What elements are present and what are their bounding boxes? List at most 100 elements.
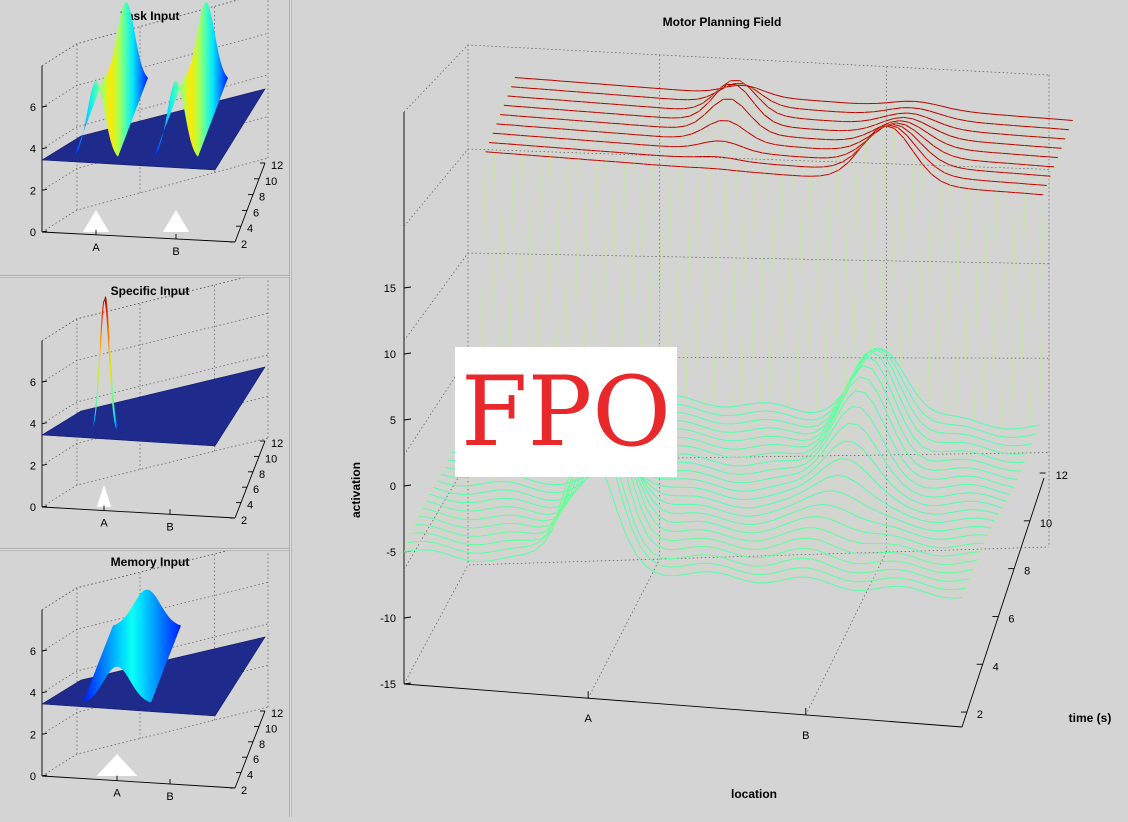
y-tick-label: 10	[265, 453, 277, 465]
x-tick-label: A	[584, 713, 592, 725]
mesh-col	[682, 98, 795, 575]
panel-divider	[0, 548, 290, 551]
xlabel: location	[731, 787, 777, 801]
grid-line	[403, 44, 1050, 113]
grid-line	[41, 540, 269, 611]
mesh-col	[747, 103, 860, 582]
z-tick-label: 0	[30, 227, 36, 239]
surface-plane	[41, 366, 266, 447]
z-tick-mark	[41, 147, 48, 150]
y-tick-label: 2	[241, 785, 247, 797]
x-tick-label: B	[802, 730, 809, 742]
y-tick-label: 4	[247, 223, 253, 235]
y-tick-label: 6	[253, 754, 259, 766]
surface-peak	[74, 1, 148, 157]
grid-line	[41, 581, 269, 652]
mesh-col	[673, 97, 785, 576]
z-tick-label: 6	[30, 646, 36, 658]
z-tick-mark	[403, 682, 412, 685]
z-tick-label: -5	[386, 547, 396, 559]
motor-planning-chart: Motor Planning Field activation location…	[349, 15, 1111, 801]
specific-input-panel: Specific Input 0 2 4 6 A B 2 4 6 8 10 12	[0, 271, 289, 548]
mesh-col	[664, 94, 776, 576]
z-tick-mark	[41, 422, 48, 425]
grid-line	[403, 546, 1050, 685]
z-tick-mark	[41, 649, 48, 652]
z-tick-label: 4	[30, 419, 36, 431]
mesh-col	[933, 118, 1046, 596]
mesh-col	[840, 108, 953, 588]
surface-plane	[41, 88, 266, 171]
y-tick-label: 6	[253, 484, 259, 496]
z-tick-label: 2	[30, 185, 36, 197]
mesh-col	[859, 111, 971, 591]
y-tick-label: 2	[977, 709, 983, 721]
x-tick-label: A	[100, 518, 108, 530]
grid-line	[587, 558, 661, 699]
y-axis-line	[234, 710, 266, 789]
mesh-col	[403, 77, 516, 553]
y-tick-label: 6	[253, 207, 259, 219]
mesh-col	[812, 102, 925, 579]
peak-base	[96, 485, 112, 507]
column-divider	[289, 0, 292, 817]
grid-line	[403, 252, 1050, 342]
mesh-col	[766, 103, 878, 583]
x-tick-label: B	[166, 791, 173, 803]
z-tick-label: 10	[384, 349, 396, 361]
mesh-col	[943, 118, 1055, 598]
grid-line	[41, 706, 269, 777]
panel-divider	[0, 275, 290, 278]
z-tick-label: 2	[30, 729, 36, 741]
mesh-col	[645, 87, 757, 567]
surface-peak	[154, 1, 228, 157]
mesh-col	[952, 119, 1064, 599]
mesh-col	[729, 102, 841, 576]
z-tick-mark	[41, 463, 48, 466]
mesh-col	[701, 100, 813, 572]
mesh-col	[905, 116, 1018, 588]
mesh-col	[924, 117, 1036, 593]
task-input-panel: Task Input 0 2 4 6 A B 2 4 6 8 10 12	[0, 0, 289, 275]
mesh-col	[654, 91, 767, 573]
surface-peak	[83, 589, 181, 703]
x-axis-line	[41, 231, 236, 243]
grid-line	[41, 623, 269, 694]
grid-line	[41, 157, 269, 233]
mesh-col	[961, 120, 1074, 598]
y-tick-label: 12	[271, 160, 283, 172]
x-axis-line	[41, 775, 236, 789]
z-tick-mark	[41, 691, 48, 694]
z-tick-mark	[403, 616, 412, 619]
mesh-col	[626, 80, 739, 538]
mesh-col	[850, 110, 962, 590]
x-tick-label: B	[172, 246, 179, 258]
y-tick-label: 8	[259, 469, 265, 481]
peak-base	[82, 210, 110, 232]
z-tick-mark	[41, 105, 48, 108]
mesh-col	[459, 81, 571, 559]
y-tick-label: 8	[259, 192, 265, 204]
z-tick-label: 0	[30, 502, 36, 514]
z-tick-label: 15	[384, 283, 396, 295]
grid-line	[41, 312, 269, 383]
y-tick-label: 4	[993, 661, 999, 673]
mesh-col	[738, 103, 850, 579]
specific-input-title: Specific Input	[111, 284, 190, 298]
mesh-col	[468, 82, 581, 561]
mesh-col	[831, 106, 943, 585]
z-tick-mark	[41, 188, 48, 191]
mesh-col	[636, 80, 748, 556]
y-tick-label: 10	[265, 176, 277, 188]
y-tick-label: 4	[247, 500, 253, 512]
mesh-row	[507, 80, 1066, 140]
mesh-col	[785, 101, 897, 580]
grid-line	[41, 437, 269, 508]
z-tick-label: 0	[30, 771, 36, 783]
mesh-col	[915, 116, 1027, 590]
y-tick-label: 10	[265, 723, 277, 735]
mesh-row	[499, 98, 1059, 159]
